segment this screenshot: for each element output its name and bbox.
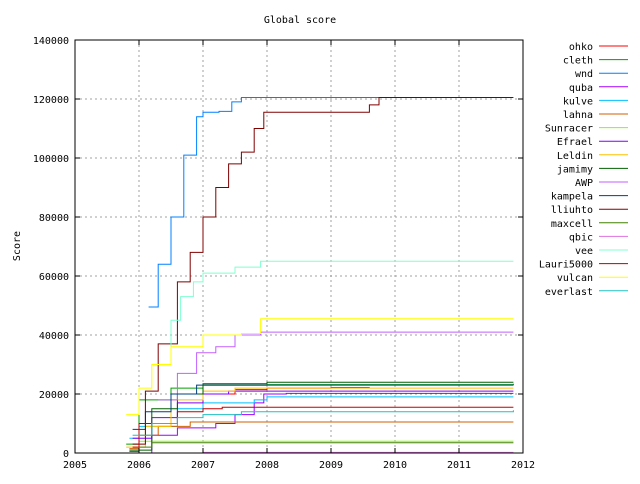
y-tick-label: 40000 — [39, 331, 69, 342]
series-line-vee — [158, 260, 514, 365]
x-tick-label: 2009 — [319, 460, 343, 471]
legend-label-qbic: qbic — [569, 232, 593, 243]
legend-label-maxcell: maxcell — [551, 219, 593, 230]
chart-title: Global score — [264, 15, 336, 26]
legend-label-sunracer: Sunracer — [545, 124, 593, 135]
y-tick-label: 100000 — [33, 154, 69, 165]
axis-ticks: 2005 2006 2007 2008 2009 2010 2011 2012 0 20000 40… — [33, 36, 535, 471]
legend-label-awp: AWP — [575, 178, 593, 189]
y-tick-label: 120000 — [33, 95, 69, 106]
legend-label-vee: vee — [575, 246, 593, 257]
y-tick-label: 0 — [63, 449, 69, 460]
y-tick-label: 140000 — [33, 36, 69, 47]
series-lines — [126, 97, 514, 454]
series-line-lliuhto — [132, 97, 514, 445]
legend: ohko cleth wnd quba kulve lahna Sunracer Efrael… — [539, 42, 628, 298]
legend-label-lliuhto: lliuhto — [551, 205, 593, 216]
legend-label-vulcan: vulcan — [557, 273, 593, 284]
legend-label-quba: quba — [569, 83, 593, 94]
x-tick-label: 2011 — [447, 460, 471, 471]
legend-label-everlast: everlast — [545, 287, 593, 298]
x-tick-label: 2008 — [255, 460, 279, 471]
y-tick-label: 60000 — [39, 272, 69, 283]
legend-label-ohko: ohko — [569, 42, 593, 53]
series-line-quba — [132, 392, 514, 454]
legend-label-leldin: Leldin — [557, 151, 593, 162]
x-tick-label: 2006 — [127, 460, 151, 471]
y-tick-label: 80000 — [39, 213, 69, 224]
legend-label-jamimy: jamimy — [557, 164, 593, 175]
series-line-everlast — [132, 410, 514, 436]
series-line-maxcell — [129, 442, 514, 452]
x-tick-label: 2010 — [383, 460, 407, 471]
x-tick-label: 2012 — [511, 460, 535, 471]
y-axis-label: Score — [12, 231, 23, 261]
x-tick-label: 2007 — [191, 460, 215, 471]
y-tick-label: 20000 — [39, 390, 69, 401]
legend-label-kampela: kampela — [551, 192, 593, 203]
legend-label-lauri5000: Lauri5000 — [539, 260, 593, 271]
series-line-vulcan — [126, 318, 514, 416]
plot-frame — [74, 39, 524, 454]
legend-label-efrael: Efrael — [557, 137, 593, 148]
legend-label-lahna: lahna — [563, 110, 593, 121]
legend-label-kulve: kulve — [563, 96, 593, 107]
x-tick-label: 2005 — [63, 460, 87, 471]
legend-label-cleth: cleth — [563, 56, 593, 67]
series-line-wnd — [148, 97, 379, 308]
legend-label-wnd: wnd — [575, 69, 593, 80]
series-line-awp — [158, 331, 514, 401]
